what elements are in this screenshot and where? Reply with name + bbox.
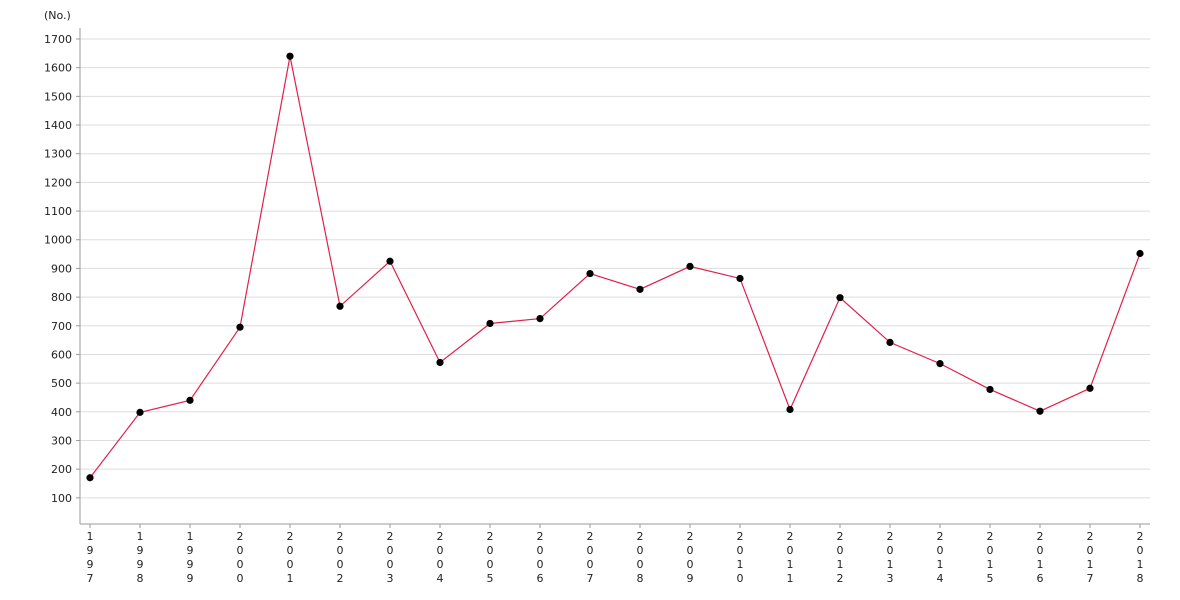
data-point (936, 360, 944, 368)
y-tick-label: 200 (51, 463, 72, 476)
y-tick-label: 1300 (44, 148, 72, 161)
data-point (886, 338, 894, 347)
y-unit-label: (No.) (44, 9, 71, 22)
y-tick-label: 1400 (44, 119, 72, 132)
data-point (586, 269, 594, 278)
y-axis-ticks: 100 200 300 400 500 600 700 800 900 1000 1100 1200 1… (44, 33, 80, 505)
series-group (86, 52, 1144, 482)
y-tick-label: 700 (51, 320, 72, 333)
series-line (89, 56, 1141, 479)
y-tick-label: 900 (51, 262, 72, 275)
data-point (1086, 384, 1094, 392)
data-point (286, 52, 294, 60)
y-tick-label: 1200 (44, 176, 72, 189)
y-tick-label: 1700 (44, 33, 72, 46)
y-tick-label: 100 (51, 492, 72, 505)
y-tick-label: 500 (51, 377, 72, 390)
data-point (236, 323, 244, 331)
y-tick-label: 400 (51, 406, 72, 419)
data-point (636, 285, 644, 293)
data-point (986, 385, 994, 394)
data-point (186, 396, 194, 404)
x-axis-ticks: 1 9 9 7 1 9 9 8 1 9 9 9 2 0 0 0 2 0 0 1 2 0 0 2 2 0 0 3 2 0 0 4 2 0 0 5 2 0 0 6… (87, 524, 1144, 585)
y-tick-label: 1600 (44, 62, 72, 75)
data-point (486, 319, 494, 328)
data-point (536, 314, 544, 323)
data-point (386, 257, 394, 265)
y-tick-label: 1100 (44, 205, 72, 218)
data-point (786, 405, 794, 414)
data-point (836, 294, 844, 302)
y-tick-label: 600 (51, 348, 72, 361)
data-point (136, 408, 144, 416)
data-point (1036, 407, 1044, 415)
y-tick-label: 800 (51, 291, 72, 304)
y-tick-label: 1500 (44, 90, 72, 103)
data-point (1136, 249, 1144, 258)
data-point (436, 358, 444, 367)
data-point (336, 302, 344, 310)
data-point (686, 262, 694, 271)
y-tick-label: 1000 (44, 234, 72, 247)
grid-lines (80, 38, 1150, 499)
data-point (86, 474, 94, 482)
data-point (736, 274, 744, 283)
y-tick-label: 300 (51, 434, 72, 447)
